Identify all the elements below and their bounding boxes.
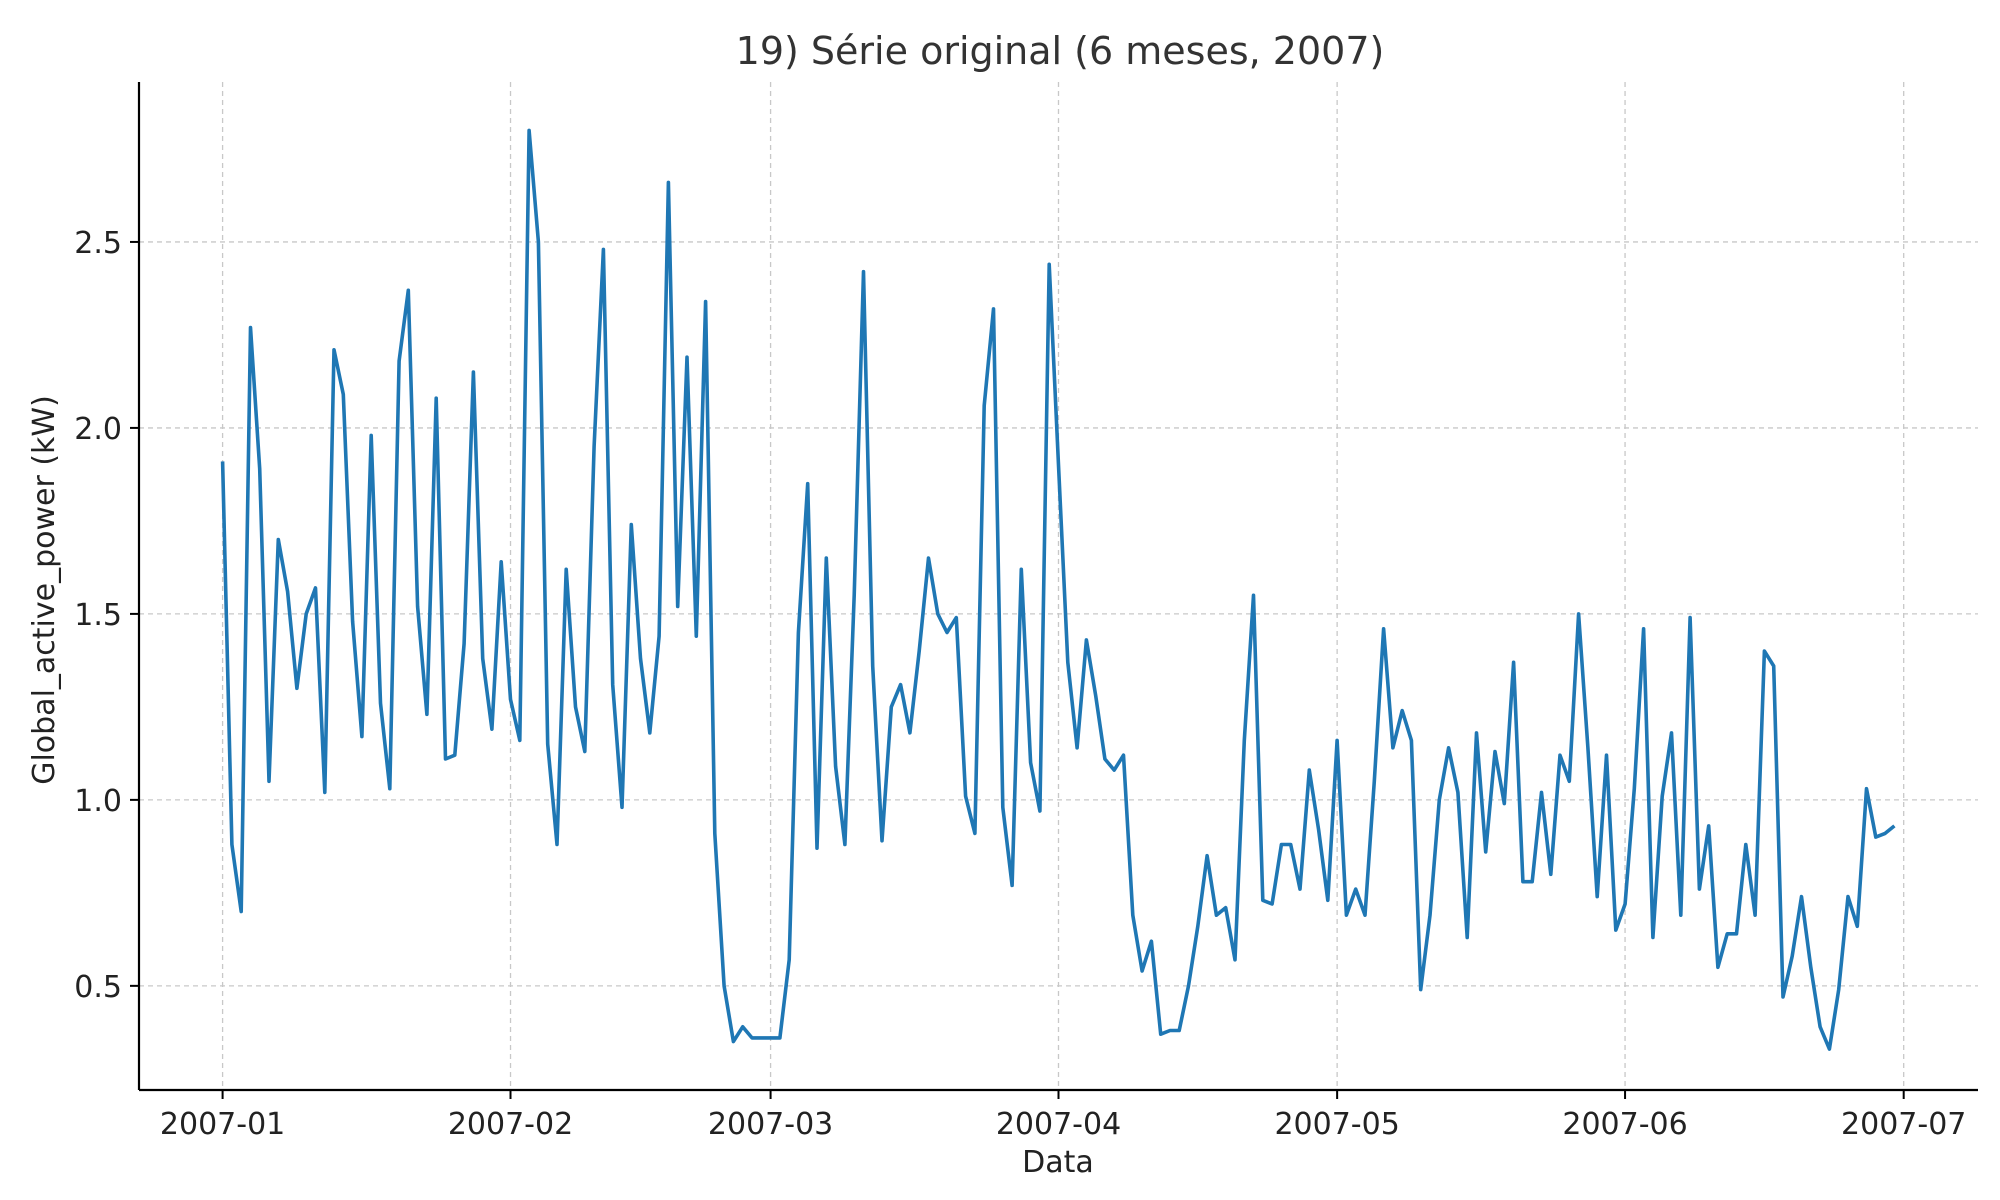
y-axis-ticks: 0.5 1.0 1.5 2.0 2.5 — [74, 226, 139, 1005]
series-layer — [220, 128, 1896, 1051]
y-tick-label: 1.0 — [74, 784, 122, 819]
x-tick-label: 2007-07 — [1841, 1107, 1966, 1142]
x-axis-label: Data — [1022, 1145, 1094, 1180]
x-tick-label: 2007-02 — [448, 1107, 573, 1142]
chart-title: 19) Série original (6 meses, 2007) — [736, 29, 1385, 73]
x-tick-label: 2007-03 — [708, 1107, 833, 1142]
y-tick-label: 1.5 — [74, 598, 122, 633]
series-line — [220, 128, 1896, 1051]
x-tick-label: 2007-01 — [160, 1107, 285, 1142]
x-tick-label: 2007-04 — [996, 1107, 1121, 1142]
grid-lines — [139, 82, 1978, 1090]
x-tick-label: 2007-06 — [1562, 1107, 1687, 1142]
x-tick-label: 2007-05 — [1274, 1107, 1399, 1142]
y-tick-label: 2.5 — [74, 226, 122, 261]
y-tick-label: 2.0 — [74, 412, 122, 447]
x-axis-ticks: 2007-01 2007-02 2007-03 2007-04 2007-05 2007-… — [160, 1090, 1966, 1142]
y-axis-label: Global_active_power (kW) — [27, 395, 62, 785]
y-tick-label: 0.5 — [74, 970, 122, 1005]
